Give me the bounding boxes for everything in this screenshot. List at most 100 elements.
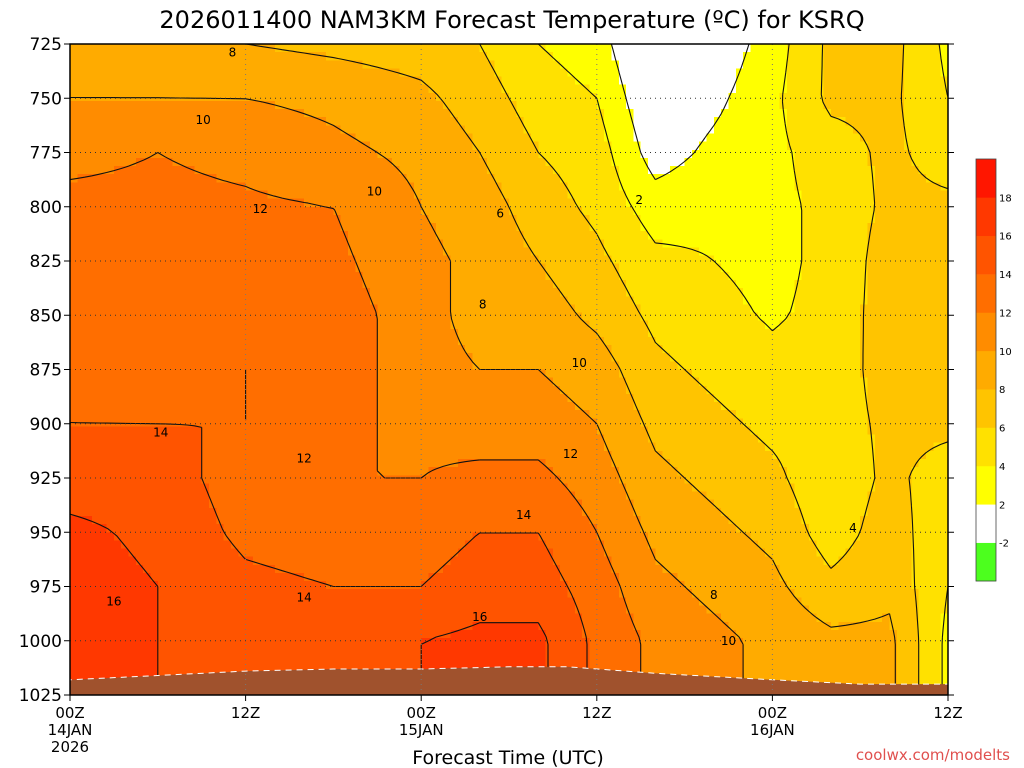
field-cell bbox=[187, 198, 195, 208]
field-cell bbox=[143, 491, 152, 501]
field-cell bbox=[487, 410, 495, 419]
field-cell bbox=[450, 402, 459, 411]
field-cell bbox=[487, 402, 495, 411]
field-cell bbox=[399, 239, 408, 249]
field-cell bbox=[355, 100, 364, 110]
field-cell bbox=[501, 548, 510, 558]
field-cell bbox=[84, 279, 93, 289]
field-cell bbox=[267, 597, 276, 607]
field-cell bbox=[304, 393, 313, 403]
field-cell bbox=[340, 345, 349, 354]
field-cell bbox=[472, 507, 481, 517]
field-cell bbox=[179, 125, 188, 135]
field-cell bbox=[230, 353, 239, 362]
field-cell bbox=[443, 499, 452, 509]
field-cell bbox=[179, 149, 188, 159]
field-cell bbox=[172, 44, 181, 53]
field-cell bbox=[362, 459, 371, 468]
field-cell bbox=[238, 515, 247, 525]
field-cell bbox=[509, 589, 517, 598]
field-cell bbox=[150, 288, 159, 297]
field-cell bbox=[296, 369, 305, 379]
field-cell bbox=[494, 418, 503, 428]
field-cell bbox=[216, 76, 225, 86]
field-cell bbox=[289, 190, 298, 200]
field-cell bbox=[245, 198, 254, 208]
field-cell bbox=[369, 231, 378, 240]
field-cell bbox=[421, 182, 430, 192]
field-cell bbox=[443, 475, 452, 485]
field-cell bbox=[296, 198, 305, 208]
field-cell bbox=[369, 304, 378, 314]
field-cell bbox=[194, 52, 203, 61]
field-cell bbox=[318, 662, 327, 672]
field-cell bbox=[340, 44, 349, 53]
field-cell bbox=[494, 239, 503, 249]
field-cell bbox=[230, 629, 239, 639]
field-cell bbox=[487, 174, 495, 183]
field-cell bbox=[143, 467, 152, 476]
field-cell bbox=[296, 556, 305, 566]
field-cell bbox=[91, 572, 100, 582]
field-cell bbox=[377, 597, 386, 607]
field-cell bbox=[230, 44, 239, 53]
field-cell bbox=[201, 662, 210, 672]
field-cell bbox=[457, 654, 466, 664]
field-cell bbox=[501, 353, 510, 362]
field-cell bbox=[121, 68, 130, 78]
field-cell bbox=[135, 345, 144, 354]
field-cell bbox=[333, 548, 342, 558]
field-cell bbox=[487, 312, 495, 322]
field-cell bbox=[179, 393, 188, 403]
field-cell bbox=[406, 198, 415, 208]
field-cell bbox=[172, 320, 181, 330]
field-cell bbox=[274, 467, 283, 476]
field-cell bbox=[516, 564, 525, 574]
field-cell bbox=[494, 174, 503, 183]
field-cell bbox=[113, 393, 122, 403]
field-cell bbox=[267, 442, 276, 452]
field-cell bbox=[457, 638, 466, 647]
field-cell bbox=[435, 174, 444, 183]
field-cell bbox=[318, 149, 327, 159]
field-cell bbox=[406, 459, 415, 468]
field-cell bbox=[421, 117, 430, 126]
field-cell bbox=[377, 638, 386, 647]
field-cell bbox=[274, 393, 283, 403]
field-cell bbox=[457, 524, 466, 533]
field-cell bbox=[99, 491, 108, 501]
field-cell bbox=[84, 377, 93, 387]
field-cell bbox=[223, 613, 232, 623]
field-cell bbox=[435, 166, 444, 175]
field-cell bbox=[70, 100, 78, 110]
field-cell bbox=[165, 247, 174, 257]
field-cell bbox=[194, 491, 203, 501]
field-cell bbox=[435, 654, 444, 664]
field-cell bbox=[384, 166, 393, 175]
field-cell bbox=[362, 353, 371, 362]
field-cell bbox=[230, 532, 239, 541]
field-cell bbox=[260, 459, 269, 468]
field-cell bbox=[172, 198, 181, 208]
field-cell bbox=[252, 320, 261, 330]
field-cell bbox=[99, 312, 108, 322]
field-cell bbox=[377, 117, 386, 126]
field-cell bbox=[377, 76, 386, 86]
field-cell bbox=[421, 60, 430, 70]
field-cell bbox=[421, 581, 430, 590]
field-cell bbox=[406, 532, 415, 541]
field-cell bbox=[260, 174, 269, 183]
field-cell bbox=[523, 206, 532, 216]
field-cell bbox=[267, 125, 276, 135]
field-cell bbox=[355, 662, 364, 672]
field-cell bbox=[523, 117, 532, 126]
field-cell bbox=[267, 459, 276, 468]
field-cell bbox=[457, 515, 466, 525]
field-cell bbox=[479, 125, 488, 135]
field-cell bbox=[252, 271, 261, 281]
field-cell bbox=[157, 418, 166, 428]
field-cell bbox=[245, 44, 254, 53]
field-cell bbox=[428, 109, 437, 118]
field-cell bbox=[179, 223, 188, 232]
field-cell bbox=[282, 125, 291, 135]
